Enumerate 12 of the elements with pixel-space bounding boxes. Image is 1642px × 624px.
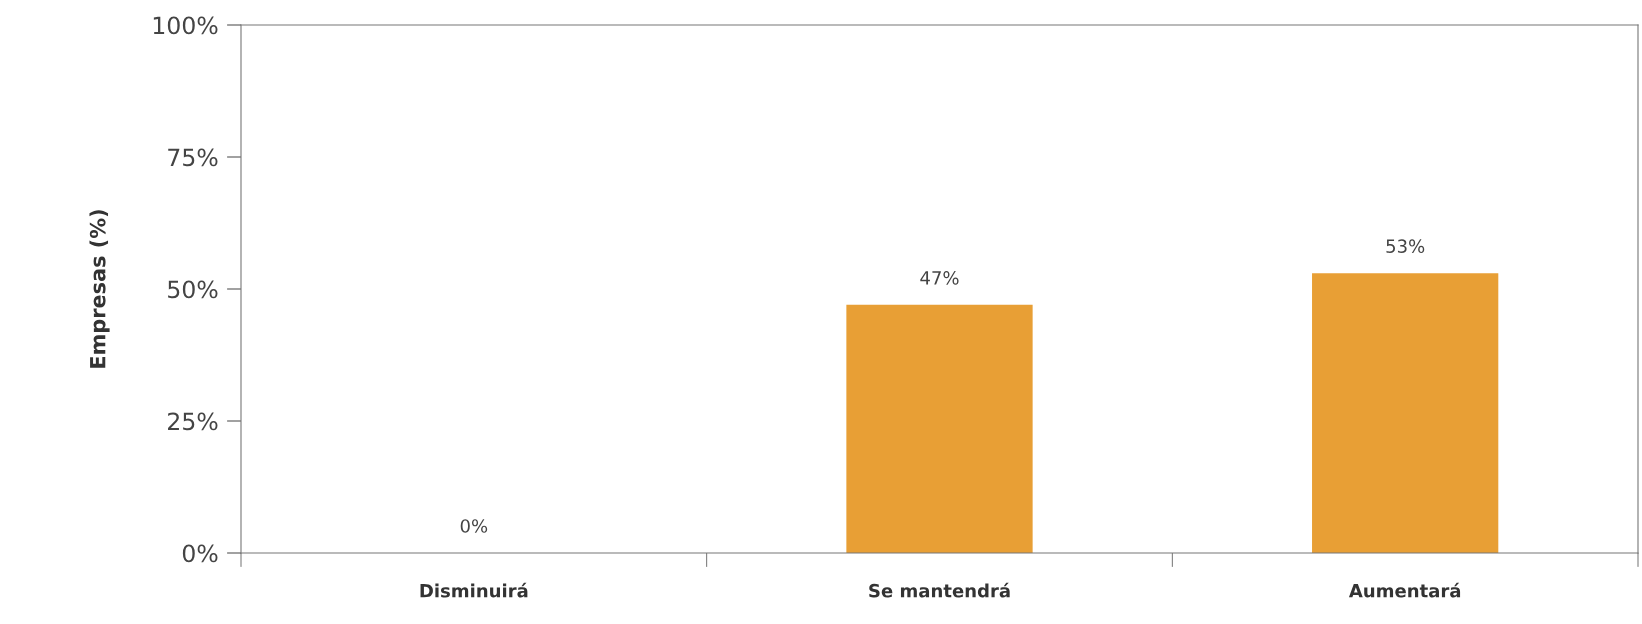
y-tick-label: 0% <box>182 544 218 563</box>
y-tick-label: 75% <box>168 148 218 167</box>
y-axis-title: Empresas (%) <box>89 210 110 368</box>
x-tick-label: Disminuirá <box>420 582 528 598</box>
y-tick-label: 50% <box>168 280 218 299</box>
data-label: 53% <box>1386 239 1425 253</box>
data-label: 47% <box>920 271 959 285</box>
x-tick-label: Se mantendrá <box>869 582 1010 598</box>
y-tick-label: 25% <box>168 412 218 431</box>
y-tick-label: 100% <box>153 16 218 35</box>
x-tick-label: Aumentará <box>1348 582 1461 598</box>
data-label: 0% <box>460 519 488 533</box>
